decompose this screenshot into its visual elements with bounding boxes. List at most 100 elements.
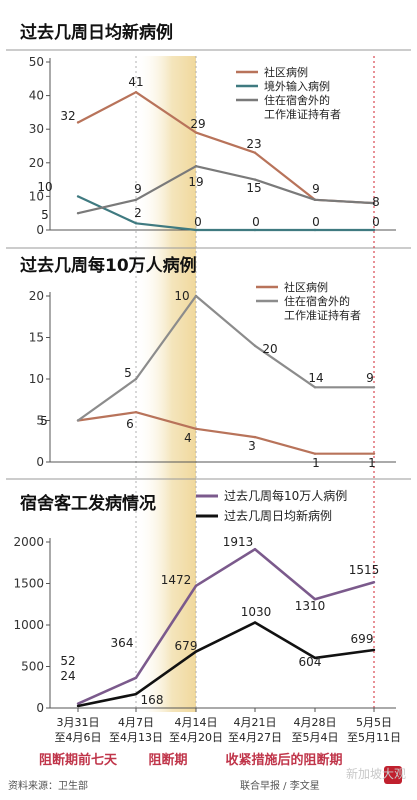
legend-label: 工作准证持有者 — [264, 107, 341, 121]
y-tick-label: 10 — [29, 189, 44, 203]
series-line — [77, 621, 375, 708]
data-point — [253, 344, 257, 347]
legend-label: 社区病例 — [264, 65, 308, 79]
data-point — [76, 704, 80, 708]
legend-label: 境外输入病例 — [264, 79, 330, 93]
credit-text: 联合早报 / 李文星 — [240, 779, 320, 792]
data-label: 0 — [372, 215, 380, 229]
data-label: 699 — [351, 632, 374, 646]
data-point — [134, 91, 138, 94]
data-point — [76, 419, 80, 422]
legend-label: 过去几周日均新病例 — [224, 508, 332, 523]
data-label: 20 — [262, 342, 277, 356]
data-label: 29 — [190, 117, 205, 131]
data-label: 52 — [60, 654, 75, 668]
data-point — [253, 151, 257, 154]
x-tick-label: 4月21日 — [234, 716, 277, 729]
x-tick-label: 5月5日 — [356, 716, 392, 729]
data-point — [372, 201, 376, 205]
data-label: 24 — [60, 669, 75, 683]
data-point — [134, 692, 138, 696]
data-label: 8 — [372, 195, 380, 209]
chart-title: 过去几周日均新病例 — [20, 22, 173, 43]
data-point — [194, 584, 198, 588]
data-point — [194, 164, 198, 168]
data-label: 364 — [111, 636, 134, 650]
phase-label: 收紧措施后的阻断期 — [225, 752, 342, 768]
x-tick-label: 至5月4日 — [292, 731, 339, 744]
legend-label: 过去几周每10万人病例 — [224, 488, 347, 503]
data-point — [253, 548, 257, 551]
x-tick-label: 至4月6日 — [55, 731, 102, 744]
data-point — [134, 411, 138, 414]
x-tick-label: 4月7日 — [118, 716, 154, 729]
data-point — [313, 228, 317, 232]
x-tick-label: 4月28日 — [294, 716, 337, 729]
y-tick-label: 20 — [29, 289, 44, 303]
data-point — [313, 598, 317, 601]
data-point — [372, 452, 376, 455]
data-label: 0 — [252, 215, 260, 229]
data-label: 15 — [246, 181, 261, 195]
data-point — [253, 228, 257, 232]
data-point — [194, 294, 198, 298]
data-point — [313, 452, 317, 455]
data-label: 5 — [40, 414, 48, 428]
data-point — [134, 222, 138, 225]
data-label: 10 — [174, 289, 189, 303]
y-tick-label: 2000 — [13, 535, 44, 549]
brand-logo — [384, 766, 402, 784]
data-point — [76, 195, 80, 198]
data-point — [313, 386, 317, 389]
y-tick-label: 15 — [29, 331, 44, 345]
y-tick-label: 5 — [36, 414, 44, 428]
y-tick-label: 1000 — [13, 618, 44, 632]
legend-label: 工作准证持有者 — [284, 308, 361, 322]
data-point — [372, 228, 376, 232]
data-label: 2 — [134, 206, 142, 220]
data-point — [76, 702, 80, 705]
y-tick-label: 0 — [36, 701, 44, 715]
series-line — [77, 411, 374, 455]
data-point — [194, 427, 198, 430]
x-tick-label: 至4月20日 — [169, 731, 223, 744]
data-label: 23 — [246, 137, 261, 151]
data-point — [194, 650, 198, 653]
series-line — [77, 294, 374, 422]
data-point — [313, 656, 317, 660]
y-tick-label: 40 — [29, 89, 44, 103]
data-point — [76, 121, 80, 124]
x-tick-label: 至4月27日 — [228, 731, 282, 744]
y-tick-label: 10 — [29, 372, 44, 386]
y-tick-label: 30 — [29, 122, 44, 136]
data-label: 3 — [248, 439, 256, 453]
data-label: 679 — [175, 639, 198, 653]
data-point — [372, 386, 376, 389]
data-label: 1472 — [161, 573, 192, 587]
data-label: 1 — [368, 456, 376, 470]
data-label: 5 — [41, 208, 49, 222]
data-label: 10 — [37, 180, 52, 194]
legend-label: 住在宿舍外的 — [264, 93, 330, 107]
data-point — [194, 228, 198, 232]
y-tick-label: 500 — [21, 660, 44, 674]
data-point — [134, 198, 138, 201]
data-point — [253, 178, 257, 181]
data-label: 168 — [141, 693, 164, 707]
y-tick-label: 1500 — [13, 577, 44, 591]
data-label: 9 — [312, 182, 320, 196]
source-text: 资料来源：卫生部 — [8, 779, 88, 792]
data-point — [372, 581, 376, 584]
data-point — [134, 676, 138, 679]
y-tick-label: 20 — [29, 156, 44, 170]
y-tick-label: 0 — [36, 455, 44, 469]
data-label: 9 — [134, 182, 142, 196]
data-label: 19 — [188, 175, 203, 189]
data-label: 4 — [184, 431, 192, 445]
data-point — [372, 648, 376, 652]
x-tick-label: 至5月11日 — [347, 731, 401, 744]
data-label: 32 — [60, 109, 75, 123]
data-point — [253, 621, 257, 624]
